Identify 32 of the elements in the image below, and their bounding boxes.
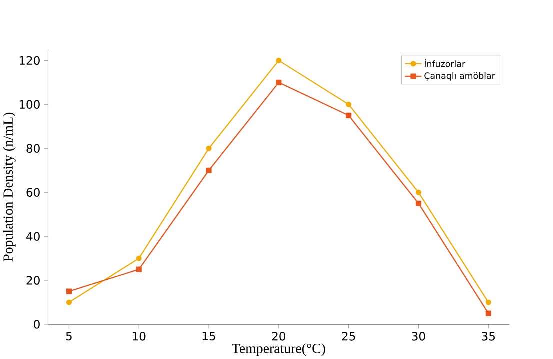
x-tick-label: 20	[272, 332, 286, 341]
legend-label: İnfuzorlar	[425, 59, 466, 68]
point	[346, 112, 352, 118]
point	[206, 168, 212, 174]
point	[206, 146, 212, 152]
x-axis-title: Temperature(°C)	[232, 343, 326, 356]
x-tick-label: 25	[342, 332, 356, 341]
point	[66, 288, 72, 294]
y-tick-label: 0	[34, 320, 40, 329]
point	[486, 310, 492, 316]
point	[416, 200, 422, 206]
x-tick-label: 15	[202, 332, 216, 340]
y-tick-label: 20	[26, 276, 40, 285]
y-tick-label: 40	[26, 232, 40, 241]
y-tick-label: 120	[20, 56, 40, 65]
point	[136, 256, 142, 262]
point	[136, 266, 142, 272]
x-tick-label: 5	[66, 332, 72, 340]
point	[416, 190, 422, 196]
point	[486, 300, 492, 306]
y-axis-title: Population Density (n/mL)	[3, 112, 16, 262]
point	[66, 300, 72, 306]
y-tick-label: 100	[20, 100, 40, 109]
x-tick-label: 10	[133, 332, 146, 341]
legend-label: Çanaqlı amöblar	[424, 72, 496, 81]
point	[276, 58, 282, 64]
point	[346, 102, 352, 108]
y-tick-label: 60	[26, 188, 40, 197]
x-tick-label: 35	[482, 332, 495, 341]
x-tick-label: 30	[412, 332, 426, 341]
y-tick-label: 80	[26, 144, 40, 153]
point	[276, 80, 282, 86]
